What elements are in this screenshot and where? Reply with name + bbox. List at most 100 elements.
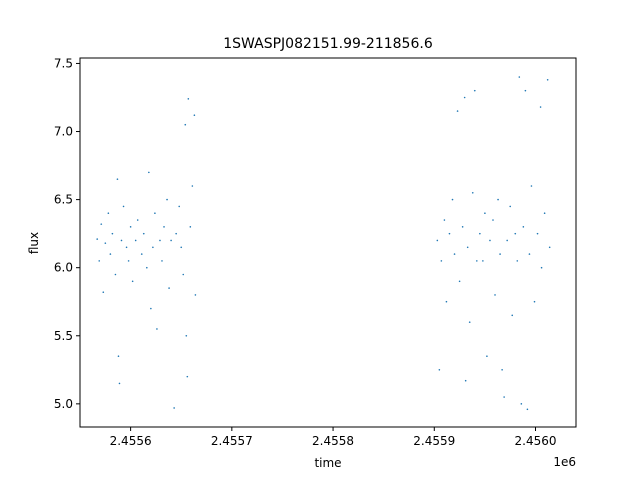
- x-tick-label: 2.4559: [413, 434, 455, 448]
- data-point: [514, 232, 517, 235]
- data-point: [148, 171, 150, 174]
- y-tick-label: 5.5: [54, 329, 73, 343]
- x-axis-offset-label: 1e6: [553, 455, 576, 469]
- data-point: [152, 246, 154, 249]
- data-point: [528, 253, 531, 255]
- y-axis: 5.0 5.5 6.0 6.5 7.0 7.5: [54, 56, 80, 411]
- data-point: [118, 382, 121, 385]
- data-point: [136, 219, 139, 221]
- data-point: [114, 273, 117, 276]
- data-point: [156, 328, 158, 330]
- data-point: [161, 260, 163, 262]
- data-point: [503, 396, 505, 398]
- data-point: [494, 294, 496, 296]
- data-point: [448, 232, 451, 235]
- data-point: [150, 307, 152, 310]
- data-point: [187, 98, 190, 100]
- data-point: [471, 192, 474, 194]
- data-point: [499, 253, 501, 255]
- data-point: [546, 78, 549, 81]
- x-axis-label: time: [314, 456, 341, 470]
- data-point: [506, 239, 508, 242]
- y-tick-label: 6.5: [54, 193, 73, 207]
- data-point: [180, 246, 183, 249]
- data-point: [511, 314, 514, 317]
- data-point: [186, 375, 189, 378]
- chart-title: 1SWASPJ082151.99-211856.6: [223, 36, 433, 52]
- data-point: [438, 369, 441, 371]
- data-point: [548, 246, 551, 249]
- data-point: [464, 379, 467, 382]
- data-point: [479, 232, 481, 235]
- x-tick-label: 2.4558: [312, 434, 354, 448]
- x-tick-label: 2.4560: [515, 434, 557, 448]
- data-point: [530, 185, 533, 187]
- data-point: [178, 205, 180, 208]
- data-point: [102, 291, 105, 294]
- data-point: [100, 223, 103, 225]
- data-point: [543, 212, 546, 215]
- data-point: [516, 260, 519, 262]
- data-point: [96, 238, 99, 240]
- data-point: [159, 239, 161, 242]
- data-point: [536, 232, 539, 235]
- data-point: [524, 89, 527, 92]
- data-point: [127, 260, 130, 262]
- data-point: [461, 226, 464, 228]
- data-point: [175, 232, 177, 235]
- data-point: [131, 280, 134, 283]
- data-point: [134, 239, 137, 242]
- data-point: [109, 253, 112, 255]
- data-point: [539, 106, 542, 108]
- data-point: [526, 408, 529, 411]
- data-point: [497, 198, 499, 201]
- data-point: [163, 226, 165, 228]
- data-point: [486, 355, 488, 358]
- y-tick-label: 7.5: [54, 56, 73, 70]
- data-point: [520, 403, 523, 405]
- data-point: [445, 300, 448, 303]
- data-point: [168, 287, 170, 289]
- data-point: [184, 123, 187, 126]
- data-point: [193, 114, 196, 116]
- data-point: [463, 96, 466, 99]
- data-point: [191, 185, 194, 187]
- data-point: [154, 212, 156, 215]
- data-point: [458, 280, 461, 283]
- y-tick-label: 5.0: [54, 397, 73, 411]
- data-point: [509, 205, 512, 208]
- data-point: [170, 239, 172, 242]
- data-point: [122, 205, 125, 208]
- data-point: [451, 198, 454, 201]
- x-axis: 2.4556 2.4557 2.4558 2.4559 2.4560: [110, 427, 557, 448]
- data-point: [518, 76, 521, 78]
- data-point: [166, 198, 168, 201]
- data-point: [533, 300, 536, 303]
- data-point: [140, 253, 143, 255]
- x-tick-label: 2.4557: [211, 434, 253, 448]
- data-point: [182, 273, 185, 276]
- plot-frame: [79, 57, 577, 428]
- data-point: [492, 219, 494, 221]
- data-point: [116, 178, 119, 180]
- data-point: [125, 246, 128, 249]
- data-point: [466, 246, 469, 249]
- data-point: [443, 219, 446, 221]
- y-tick-label: 7.0: [54, 125, 73, 139]
- y-tick-label: 6.0: [54, 261, 73, 275]
- data-point: [436, 239, 439, 242]
- data-point: [120, 239, 123, 242]
- data-point: [522, 226, 525, 228]
- data-point: [489, 239, 491, 242]
- data-point: [482, 260, 484, 262]
- y-axis-label: flux: [27, 232, 41, 254]
- data-point: [501, 369, 503, 371]
- data-point: [189, 226, 192, 228]
- data-point: [453, 253, 456, 255]
- data-point: [440, 260, 443, 262]
- data-point: [146, 266, 148, 269]
- data-point: [111, 232, 114, 235]
- data-point: [476, 260, 478, 262]
